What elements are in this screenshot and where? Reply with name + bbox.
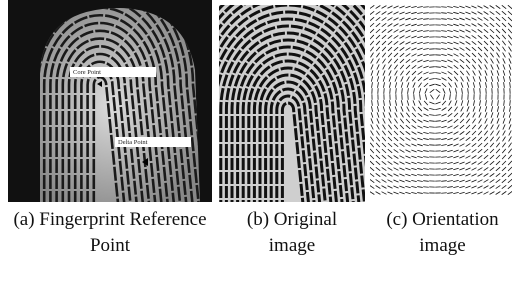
figure: Core Point Delta Point (a) Fingerprint R…	[0, 0, 520, 299]
caption: (a) Fingerprint Reference Point	[8, 207, 212, 259]
caption: (b) Original image	[222, 207, 362, 259]
orientation-segment	[441, 7, 447, 8]
orientation-segment	[435, 127, 441, 128]
image-c-bg	[370, 5, 512, 197]
orientation-segment	[414, 94, 415, 100]
orientation-segment	[441, 193, 447, 194]
annotation: Delta Point	[118, 139, 148, 146]
orientation-segment	[423, 7, 429, 8]
orientation-segment	[429, 127, 435, 128]
orientation-segment	[456, 94, 457, 100]
orientation-segment	[396, 88, 397, 94]
orientation-segment	[423, 193, 429, 194]
orientation-segment	[423, 187, 429, 188]
orientation-segment	[474, 88, 475, 94]
annotation: Core Point	[73, 69, 101, 76]
images: Core Point Delta Point	[0, 0, 520, 205]
orientation-segment	[441, 187, 447, 188]
caption: (c) Orientation image	[375, 207, 510, 259]
